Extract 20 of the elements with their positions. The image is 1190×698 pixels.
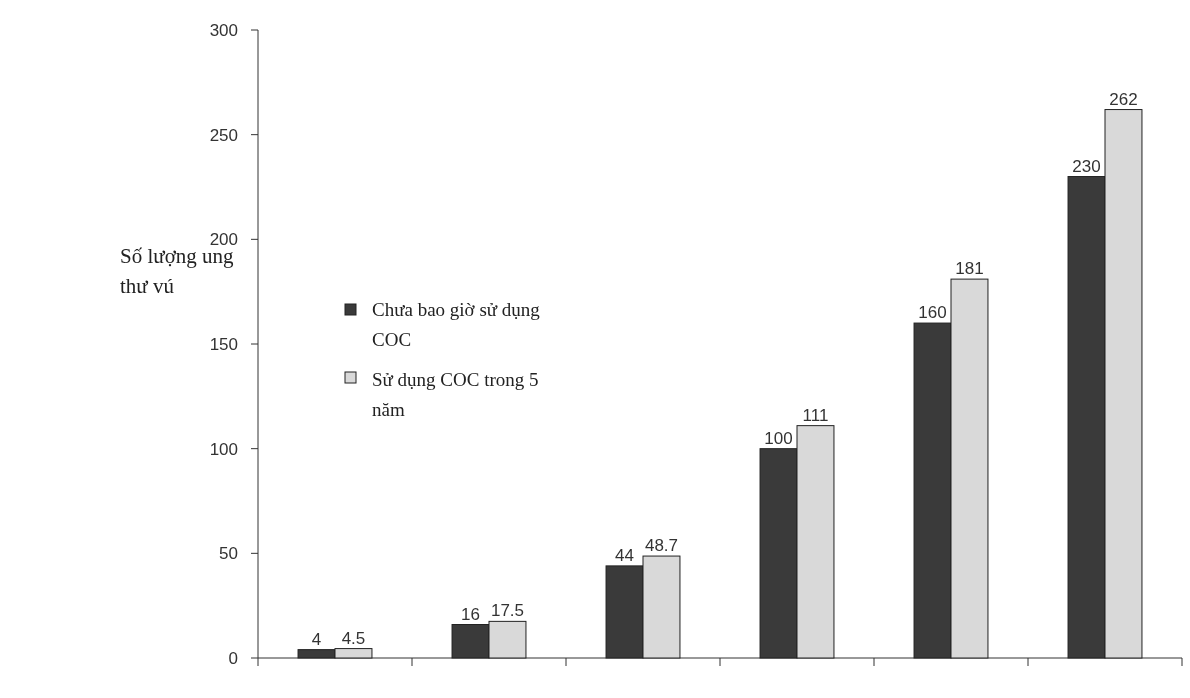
y-tick-label: 250 xyxy=(209,125,238,145)
y-tick-label: 100 xyxy=(209,439,238,459)
data-label: 100 xyxy=(764,428,793,448)
data-label: 111 xyxy=(802,405,829,425)
legend-label: Sử dụng COC trong 5 năm xyxy=(372,369,539,420)
data-label: 181 xyxy=(955,259,984,279)
data-label: 4.5 xyxy=(341,628,366,648)
data-label: 48.7 xyxy=(644,536,679,556)
legend-label: Chưa bao giờ sử dụng COC xyxy=(372,299,545,350)
data-label: 4 xyxy=(311,629,322,649)
y-tick-label: 0 xyxy=(228,648,238,668)
y-tick-label: 150 xyxy=(209,334,238,354)
data-label: 230 xyxy=(1072,156,1101,176)
data-label: 16 xyxy=(461,604,480,624)
data-label: 262 xyxy=(1109,89,1138,109)
data-label: 17.5 xyxy=(490,601,525,621)
y-tick-label: 50 xyxy=(219,544,238,564)
data-label: 160 xyxy=(918,303,947,323)
y-tick-label: 300 xyxy=(209,20,238,40)
data-label: 44 xyxy=(615,545,634,565)
